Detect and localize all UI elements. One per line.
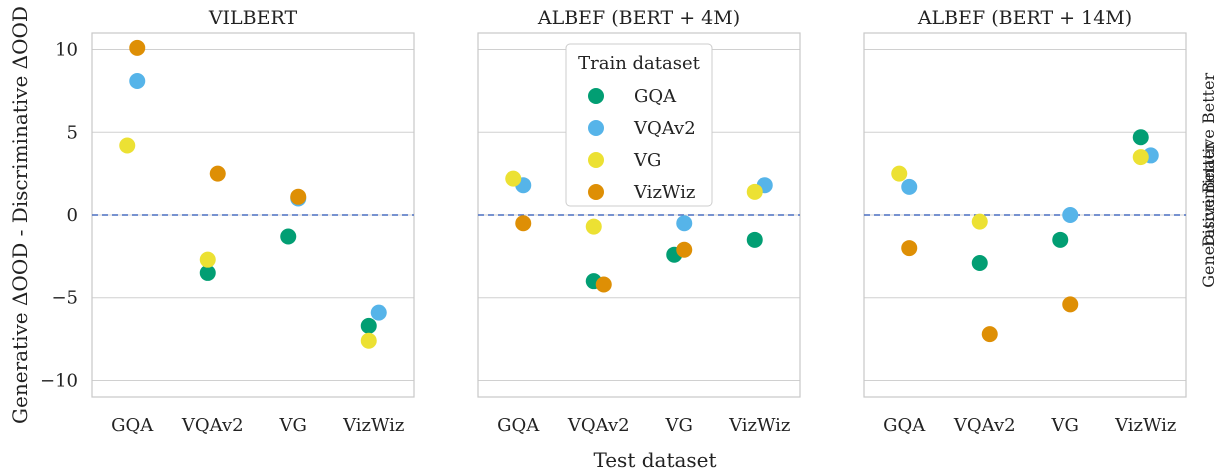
- point-vg-vqav2: [199, 251, 216, 268]
- point-gqa-vqav2: [971, 254, 988, 271]
- y-axis-label: Generative ΔOOD - Discriminative ΔOOD: [8, 6, 32, 424]
- legend: Train dataset GQA VQAv2 VG VizWiz: [565, 43, 713, 207]
- point-vg-vqav2: [971, 213, 988, 230]
- point-gqa-vizwiz: [746, 231, 763, 248]
- point-vg-vizwiz: [360, 332, 377, 349]
- point-gqa-vizwiz: [360, 317, 377, 334]
- y-tick-label: 0: [67, 205, 78, 226]
- x-tick-label: GQA: [111, 415, 154, 436]
- x-tick-label: GQA: [883, 415, 926, 436]
- point-vqav2-vg: [676, 215, 693, 232]
- point-vg-gqa: [505, 170, 522, 187]
- point-vqav2-gqa: [129, 72, 146, 89]
- legend-box: [565, 43, 713, 207]
- legend-title: Train dataset: [578, 53, 701, 74]
- x-tick-label: VG: [665, 415, 693, 436]
- point-vizwiz-vqav2: [595, 276, 612, 293]
- x-tick-label: VQAv2: [953, 415, 1016, 436]
- x-axis-label: Test dataset: [593, 448, 716, 470]
- point-vizwiz-gqa: [901, 240, 918, 257]
- point-gqa-vg: [1052, 231, 1069, 248]
- right-label-generative: Generative Better: [1199, 142, 1218, 288]
- point-vizwiz-gqa: [129, 39, 146, 56]
- x-tick-label: VQAv2: [181, 415, 244, 436]
- legend-label-vqav2: VQAv2: [633, 118, 696, 139]
- panel-2: ALBEF (BERT + 4M) GQA VQAv2 VG VizWiz: [477, 7, 801, 436]
- legend-marker-vqav2: [588, 120, 604, 136]
- legend-marker-gqa: [588, 88, 604, 104]
- x-tick-label: VizWiz: [728, 415, 790, 436]
- point-vqav2-vizwiz: [370, 304, 387, 321]
- point-gqa-vizwiz: [1132, 129, 1149, 146]
- x-tick-label: VizWiz: [1114, 415, 1176, 436]
- legend-label-gqa: GQA: [634, 86, 677, 107]
- panel-1: VILBERT 10 5 0 −5 −10 GQA VQAv2 VG VizWiz: [40, 7, 415, 436]
- x-tick-label: VG: [1051, 415, 1079, 436]
- y-tick-label: −5: [51, 288, 78, 309]
- point-vg-gqa: [119, 137, 136, 154]
- legend-marker-vizwiz: [588, 184, 604, 200]
- point-vizwiz-vqav2: [981, 326, 998, 343]
- legend-marker-vg: [588, 152, 604, 168]
- panel-3: ALBEF (BERT + 14M) GQA VQAv2 VG VizWiz: [863, 7, 1187, 436]
- point-vizwiz-vg: [290, 188, 307, 205]
- point-vizwiz-vqav2: [209, 165, 226, 182]
- x-tick-label: VizWiz: [342, 415, 404, 436]
- y-tick-label: 10: [55, 40, 78, 61]
- legend-label-vizwiz: VizWiz: [633, 182, 695, 203]
- point-gqa-vqav2: [199, 264, 216, 281]
- panel-title: ALBEF (BERT + 14M): [917, 7, 1132, 29]
- point-vg-vizwiz: [746, 183, 763, 200]
- y-tick-label: −10: [40, 370, 78, 391]
- point-vqav2-gqa: [901, 178, 918, 195]
- point-vizwiz-vg: [1062, 296, 1079, 313]
- point-gqa-vg: [280, 228, 297, 245]
- panel-title: VILBERT: [208, 7, 298, 29]
- point-vqav2-vg: [1062, 207, 1079, 223]
- point-vizwiz-vg: [676, 241, 693, 258]
- right-label-discriminative: Discriminative Better: [1199, 72, 1218, 247]
- point-vg-vizwiz: [1132, 149, 1149, 166]
- point-vizwiz-gqa: [515, 215, 532, 232]
- legend-label-vg: VG: [633, 150, 661, 171]
- point-vg-vqav2: [585, 218, 602, 235]
- panel-title: ALBEF (BERT + 4M): [537, 7, 740, 29]
- point-vg-gqa: [891, 165, 908, 182]
- x-tick-label: GQA: [497, 415, 540, 436]
- x-tick-label: VQAv2: [567, 415, 630, 436]
- x-tick-label: VG: [279, 415, 307, 436]
- y-tick-label: 5: [67, 122, 78, 143]
